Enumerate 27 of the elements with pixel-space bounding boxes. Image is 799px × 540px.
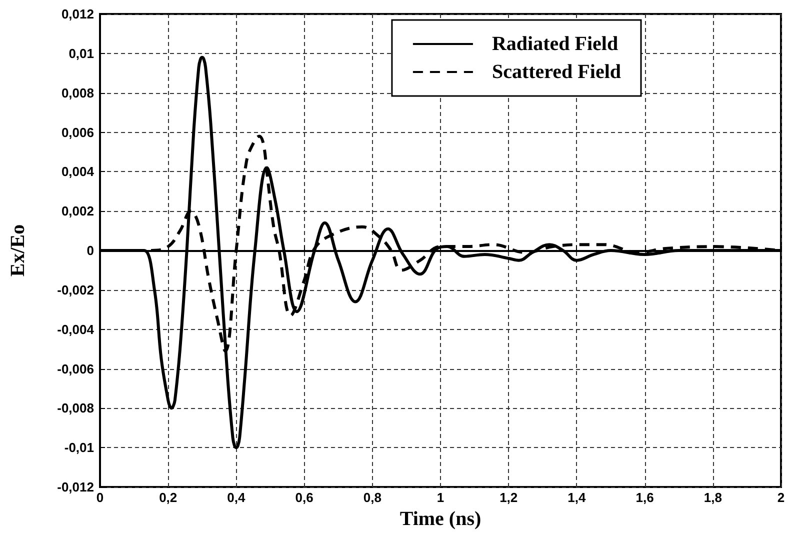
y-tick-label: -0,006 (57, 361, 94, 376)
x-tick-label: 1,8 (704, 490, 722, 505)
x-tick-label: 1,2 (500, 490, 518, 505)
y-tick-label: 0,002 (61, 204, 94, 219)
legend-label: Scattered Field (492, 61, 622, 83)
x-tick-label: 0,4 (227, 490, 246, 505)
y-tick-label: 0,006 (61, 124, 94, 140)
x-tick-label: 2 (777, 490, 785, 505)
y-tick-label: -0,01 (64, 440, 94, 456)
x-tick-label: 1,6 (636, 490, 654, 505)
y-tick-label: 0,004 (61, 164, 95, 180)
legend-label: Radiated Field (492, 33, 618, 55)
x-axis-title: Time (ns) (400, 508, 482, 530)
y-tick-label: -0,008 (57, 400, 94, 416)
x-tick-label: 0,8 (363, 490, 382, 505)
y-tick-label: 0,012 (61, 6, 94, 22)
y-tick-label: -0,012 (57, 480, 94, 494)
y-tick-label: -0,002 (57, 282, 94, 298)
x-tick-label: 0,2 (159, 490, 178, 505)
y-tick-label: 0,01 (68, 46, 94, 61)
y-tick-label: -0,004 (57, 322, 95, 337)
y-tick-label: 0,008 (61, 85, 94, 100)
x-tick-label: 1,4 (568, 490, 587, 505)
y-axis-title: Ex/Eo (7, 224, 29, 277)
y-tick-label: 0 (86, 243, 94, 258)
x-tick-label: 1 (436, 490, 444, 505)
x-tick-label: 0,6 (295, 490, 314, 505)
